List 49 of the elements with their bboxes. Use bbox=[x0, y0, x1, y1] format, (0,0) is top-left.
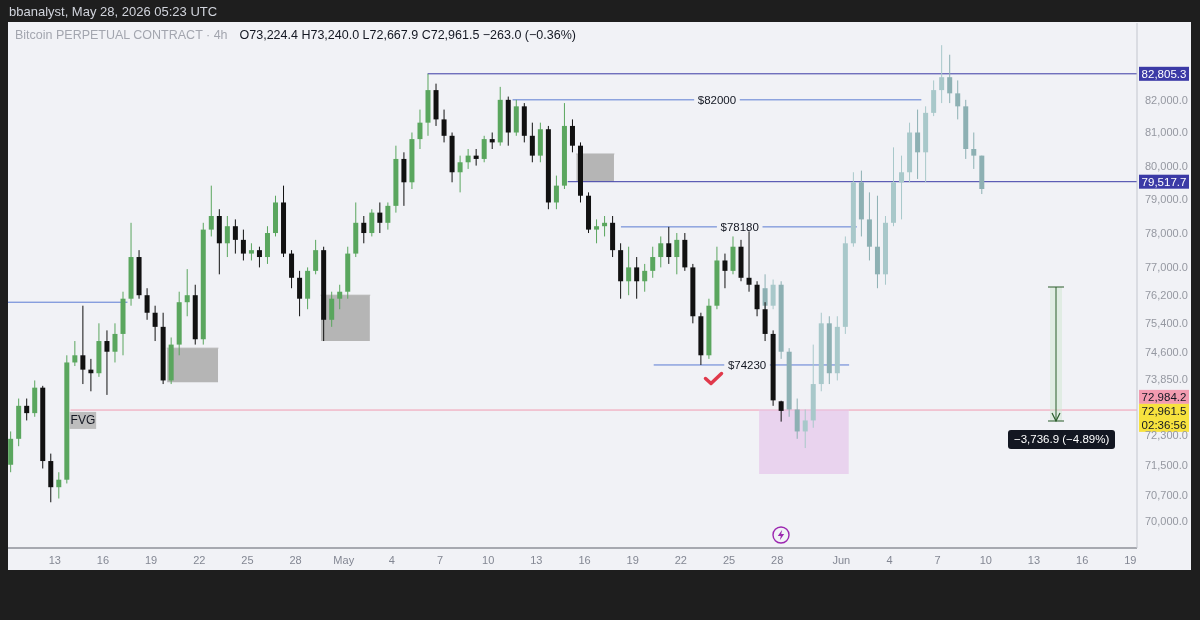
y-tick-label: 70,700.0 bbox=[1145, 488, 1188, 501]
y-tick-label: 71,500.0 bbox=[1145, 458, 1188, 471]
x-tick-label: 22 bbox=[674, 553, 687, 566]
y-tick-label: 81,000.0 bbox=[1145, 126, 1188, 139]
x-tick-label: 7 bbox=[934, 553, 941, 566]
x-tick-label: 13 bbox=[530, 553, 543, 566]
x-tick-label: 28 bbox=[771, 553, 784, 566]
x-tick-label: 16 bbox=[578, 553, 591, 566]
y-tick-label: 74,600.0 bbox=[1145, 345, 1188, 358]
annotation: FVG bbox=[70, 413, 96, 428]
x-tick-label: 16 bbox=[1076, 553, 1089, 566]
x-tick-label: 22 bbox=[193, 553, 206, 566]
x-tick-label: 19 bbox=[626, 553, 639, 566]
x-tick-label: 10 bbox=[482, 553, 495, 566]
y-tick-label: 76,200.0 bbox=[1145, 289, 1188, 302]
x-tick-label: 25 bbox=[722, 553, 736, 566]
annotation: 72,984.2 bbox=[1141, 390, 1187, 403]
x-tick-label: 16 bbox=[96, 553, 110, 566]
x-tick-label: 13 bbox=[1027, 553, 1041, 566]
annotation: 82,805.3 bbox=[1141, 67, 1187, 80]
x-tick-label: 4 bbox=[388, 553, 395, 566]
annotation: $82000 bbox=[697, 93, 737, 106]
text: bbanalyst, May 28, 2026 05:23 UTC bbox=[9, 4, 218, 19]
y-tick-label: 80,000.0 bbox=[1145, 159, 1188, 172]
x-tick-label: 19 bbox=[1124, 553, 1137, 566]
x-tick-label: 13 bbox=[48, 553, 61, 566]
annotation: $78180 bbox=[720, 220, 759, 233]
y-tick-label: 82,000.0 bbox=[1145, 93, 1188, 106]
annotation: −3,736.9 (−4.89%) bbox=[1008, 430, 1116, 449]
y-tick-label: 77,000.0 bbox=[1145, 261, 1188, 274]
y-tick-label: 79,000.0 bbox=[1145, 193, 1188, 205]
x-tick-label: 10 bbox=[979, 553, 992, 566]
x-tick-label: 28 bbox=[289, 553, 302, 566]
chart-title: Bitcoin PERPETUAL CONTRACT · 4h bbox=[15, 28, 228, 42]
chart-subtitle: O73,224.4 H73,240.0 L72,667.9 C72,961.5 −263.0 (−0.36%) bbox=[239, 28, 576, 42]
x-tick-label: 19 bbox=[145, 553, 158, 566]
y-tick-label: 72,300.0 bbox=[1145, 429, 1188, 442]
x-tick-label: 7 bbox=[437, 553, 444, 566]
annotation: $74230 bbox=[727, 358, 767, 371]
x-tick-label: 4 bbox=[886, 553, 893, 566]
y-tick-label: 78,000.0 bbox=[1145, 226, 1188, 239]
y-tick-label: 75,400.0 bbox=[1145, 317, 1188, 330]
y-tick-label: 70,000.0 bbox=[1145, 515, 1188, 528]
y-tick-label: 73,850.0 bbox=[1145, 372, 1188, 385]
annotation: 79,517.7 bbox=[1141, 175, 1187, 188]
x-tick-label: 25 bbox=[241, 553, 254, 566]
x-tick-label: May bbox=[333, 553, 355, 566]
x-tick-label: Jun bbox=[832, 553, 851, 566]
annotation: 72,961.5 02:36:56 bbox=[1141, 404, 1187, 431]
